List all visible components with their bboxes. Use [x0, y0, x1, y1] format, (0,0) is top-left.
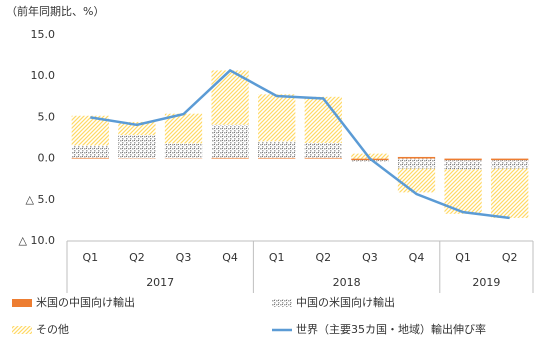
- bar-segment: [211, 124, 249, 158]
- bar-segment: [491, 158, 529, 161]
- x-tick-label: Q4: [222, 251, 238, 264]
- bar-segment: [351, 160, 389, 162]
- x-tick-label: Q2: [315, 251, 331, 264]
- legend-label: 中国の米国向け輸出: [296, 295, 395, 309]
- x-tick-label: Q3: [362, 251, 378, 264]
- bar-segment: [397, 156, 436, 159]
- x-tick-label: Q1: [269, 251, 285, 264]
- x-tick-label: Q2: [502, 251, 518, 264]
- bar-segment: [118, 135, 156, 159]
- bar-segment: [71, 157, 109, 159]
- bar-segment: [164, 113, 203, 144]
- bar-segment: [164, 143, 203, 159]
- legend-swatch: [12, 326, 32, 334]
- bar-segment: [258, 94, 296, 142]
- bar-segment: [71, 145, 109, 158]
- group-label: 2018: [333, 276, 361, 289]
- bar-segment: [71, 115, 109, 146]
- y-tick-label: 10.0: [31, 69, 56, 82]
- legend-label: 世界（主要35カ国・地域）輸出伸び率: [296, 322, 486, 336]
- bar-segment: [304, 142, 342, 158]
- bar-segment: [258, 141, 296, 158]
- legend-label: 米国の中国向け輸出: [36, 295, 135, 309]
- y-tick-label: 15.0: [31, 28, 56, 41]
- group-label: 2019: [472, 276, 500, 289]
- bar-segment: [304, 157, 342, 159]
- y-axis-title: （前年同期比、%）: [6, 4, 104, 18]
- x-tick-label: Q1: [82, 251, 98, 264]
- bar-segment: [444, 160, 482, 170]
- bar-segment: [258, 157, 296, 159]
- bar-segment: [491, 160, 529, 169]
- y-tick-label: △ 10.0: [19, 234, 55, 247]
- bar-segment: [397, 158, 436, 169]
- y-tick-label: 0.0: [38, 152, 56, 165]
- bar-segment: [444, 158, 482, 161]
- legend-swatch: [272, 299, 292, 307]
- bar-segment: [351, 153, 389, 159]
- bar-segment: [304, 96, 342, 143]
- y-tick-label: 5.0: [38, 110, 56, 123]
- x-tick-label: Q3: [176, 251, 192, 264]
- bar-segment: [211, 157, 249, 159]
- x-tick-label: Q1: [455, 251, 471, 264]
- x-tick-label: Q2: [129, 251, 145, 264]
- y-tick-label: △ 5.0: [26, 193, 55, 206]
- bar-segment: [118, 121, 156, 136]
- line: [90, 68, 510, 220]
- legend-swatch: [12, 299, 32, 307]
- group-label: 2017: [146, 276, 174, 289]
- bar-segment: [397, 168, 436, 193]
- bar-segment: [211, 70, 249, 125]
- x-tick-label: Q4: [409, 251, 425, 264]
- bar-segment: [491, 168, 529, 218]
- legend-label: その他: [36, 323, 69, 336]
